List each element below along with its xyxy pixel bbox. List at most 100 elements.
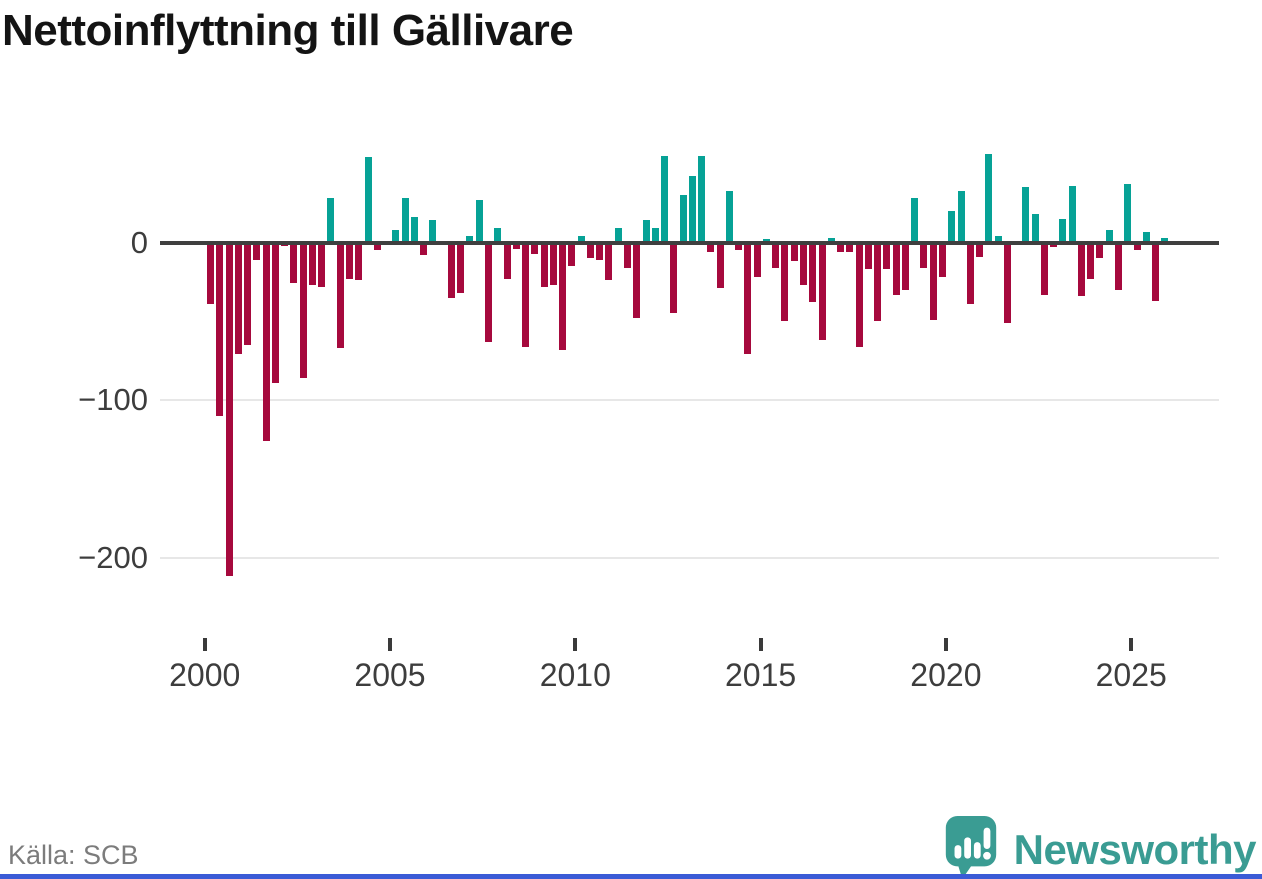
y-tick-label: −200 [78, 539, 148, 575]
bar [225, 242, 233, 577]
bar [976, 242, 983, 257]
bar [1115, 242, 1122, 290]
bar [308, 242, 316, 285]
bar [772, 242, 780, 268]
bar [716, 242, 724, 289]
bar [864, 242, 872, 270]
bar [271, 242, 279, 383]
source-caption: Källa: SCB [8, 840, 139, 870]
x-tick-label: 2005 [354, 657, 426, 693]
bar [1161, 237, 1169, 243]
y-tick-label: 0 [130, 224, 148, 260]
bar [1068, 185, 1076, 243]
bar [522, 242, 529, 347]
x-tick-label: 2015 [725, 657, 797, 693]
x-tick-mark [943, 638, 948, 651]
bar [957, 190, 965, 243]
bar [1142, 231, 1150, 243]
bar [494, 228, 502, 243]
bar [605, 242, 613, 281]
bar [929, 242, 937, 320]
y-tick-label: −100 [78, 382, 148, 417]
x-tick-mark [1129, 638, 1134, 651]
bar [485, 242, 492, 342]
bar [698, 155, 705, 243]
bar [883, 242, 891, 270]
bar [466, 236, 474, 243]
bar [429, 220, 437, 243]
bar [290, 242, 298, 284]
bar [531, 242, 539, 254]
x-tick-mark [202, 638, 207, 651]
bar [614, 228, 622, 243]
bar [475, 200, 483, 243]
bar [373, 242, 381, 251]
bar [318, 242, 326, 287]
bar [790, 242, 798, 262]
bar [781, 242, 789, 322]
bar [586, 242, 594, 259]
x-tick-label: 2020 [910, 657, 982, 693]
bar [1059, 218, 1067, 243]
bar [540, 242, 548, 287]
bar [1087, 242, 1095, 279]
bar [364, 157, 372, 243]
newsworthy-logo: Newsworthy [940, 812, 1257, 879]
bar [846, 242, 854, 252]
bottom-accent-strip [0, 874, 1262, 879]
bar [216, 242, 224, 416]
x-tick-mark [758, 638, 763, 651]
bar [401, 198, 409, 243]
bar [892, 242, 900, 295]
bar [670, 242, 678, 314]
bar [346, 242, 353, 279]
bar [901, 242, 909, 290]
bar [920, 242, 928, 268]
bar [735, 242, 743, 251]
bar [837, 242, 844, 252]
logo-wordmark: Newsworthy [1013, 825, 1257, 873]
zero-axis-line [160, 240, 1219, 245]
bar [577, 236, 585, 243]
bar [679, 195, 687, 243]
bar [410, 217, 418, 243]
bar [1124, 184, 1132, 243]
bar [809, 242, 817, 303]
bar [651, 228, 659, 243]
bar [234, 242, 242, 355]
bar [1040, 242, 1048, 295]
bar [457, 242, 465, 293]
bar [596, 242, 604, 260]
bar [874, 242, 882, 322]
bar [244, 242, 252, 345]
bar [253, 242, 261, 260]
bar [420, 242, 428, 256]
bar [392, 229, 400, 243]
bar [938, 242, 946, 278]
bar [753, 242, 761, 278]
bar [661, 155, 668, 243]
bar [623, 242, 631, 268]
bar [512, 242, 520, 249]
bar [336, 242, 344, 348]
bar [1003, 242, 1011, 323]
gridline [160, 556, 1219, 559]
bar [1050, 242, 1058, 248]
bar [1031, 214, 1039, 243]
bar [688, 176, 696, 243]
bar [818, 242, 826, 341]
bar [1077, 242, 1085, 296]
x-tick-label: 2010 [539, 657, 611, 693]
bar [994, 236, 1002, 243]
gridline [160, 399, 1219, 401]
bar [800, 242, 807, 285]
x-tick-mark [388, 638, 392, 651]
x-tick-mark [573, 638, 578, 651]
bar [948, 211, 956, 243]
bar [327, 198, 335, 243]
bar [642, 220, 650, 243]
bar [725, 190, 733, 243]
bar [549, 242, 557, 285]
bar [966, 242, 974, 304]
bar [827, 237, 835, 243]
